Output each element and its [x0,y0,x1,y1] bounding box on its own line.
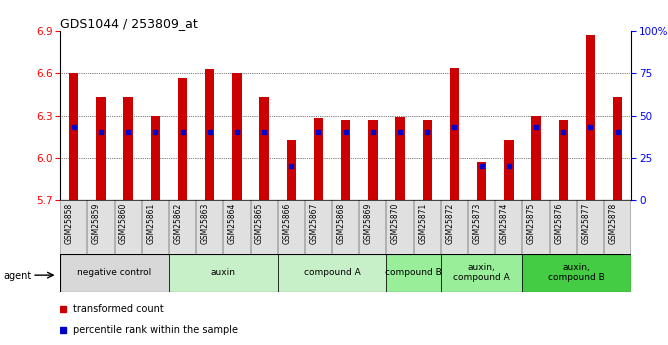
Bar [142,200,169,254]
Text: percentile rank within the sample: percentile rank within the sample [73,325,238,335]
Bar [387,254,441,292]
Bar [114,200,142,254]
Bar [96,97,106,200]
Bar [314,118,323,200]
Bar [259,97,269,200]
Text: negative control: negative control [77,268,152,277]
Bar [613,97,623,200]
Bar [586,35,595,200]
Bar [387,200,413,254]
Bar [278,200,305,254]
Bar [332,200,359,254]
Bar [604,200,631,254]
Bar [504,139,514,200]
Bar [60,200,88,254]
Text: GSM25861: GSM25861 [146,203,155,244]
Bar [450,68,459,200]
Bar [468,200,495,254]
Text: GSM25876: GSM25876 [554,203,563,244]
Bar [341,120,351,200]
Text: GSM25867: GSM25867 [309,203,319,244]
Bar [178,78,187,200]
Text: GSM25865: GSM25865 [255,203,264,244]
Text: compound A: compound A [304,268,361,277]
Bar [522,254,631,292]
Text: GSM25870: GSM25870 [391,203,400,244]
Bar [205,69,214,200]
Text: GSM25871: GSM25871 [418,203,428,244]
Text: GSM25860: GSM25860 [119,203,128,244]
Text: GSM25872: GSM25872 [446,203,454,244]
Bar [531,116,541,200]
Text: GSM25868: GSM25868 [337,203,346,244]
Bar [169,200,196,254]
Text: transformed count: transformed count [73,304,164,314]
Bar [169,254,278,292]
Text: GSM25866: GSM25866 [283,203,291,244]
Text: GSM25869: GSM25869 [364,203,373,244]
Bar [232,73,242,200]
Text: GSM25878: GSM25878 [609,203,618,244]
Text: GSM25874: GSM25874 [500,203,509,244]
Bar [60,254,169,292]
Bar [124,97,133,200]
Bar [305,200,332,254]
Bar [441,200,468,254]
Bar [413,200,441,254]
Text: GSM25864: GSM25864 [228,203,237,244]
Bar [477,162,486,200]
Text: auxin,
compound B: auxin, compound B [548,263,605,282]
Text: GSM25862: GSM25862 [174,203,182,244]
Bar [423,120,432,200]
Bar [287,139,296,200]
Bar [577,200,604,254]
Text: auxin: auxin [211,268,236,277]
Text: GSM25859: GSM25859 [92,203,101,244]
Text: GSM25877: GSM25877 [581,203,591,244]
Bar [522,200,550,254]
Bar [196,200,223,254]
Bar [550,200,577,254]
Text: GSM25858: GSM25858 [65,203,73,244]
Text: GSM25875: GSM25875 [527,203,536,244]
Bar [150,116,160,200]
Bar [441,254,522,292]
Text: agent: agent [3,271,31,281]
Bar [223,200,250,254]
Text: compound B: compound B [385,268,442,277]
Bar [368,120,377,200]
Bar [395,117,405,200]
Bar [69,73,78,200]
Text: GDS1044 / 253809_at: GDS1044 / 253809_at [60,17,198,30]
Bar [359,200,387,254]
Text: GSM25863: GSM25863 [200,203,210,244]
Text: GSM25873: GSM25873 [473,203,482,244]
Bar [250,200,278,254]
Bar [495,200,522,254]
Bar [88,200,114,254]
Bar [278,254,387,292]
Text: auxin,
compound A: auxin, compound A [454,263,510,282]
Bar [558,120,568,200]
